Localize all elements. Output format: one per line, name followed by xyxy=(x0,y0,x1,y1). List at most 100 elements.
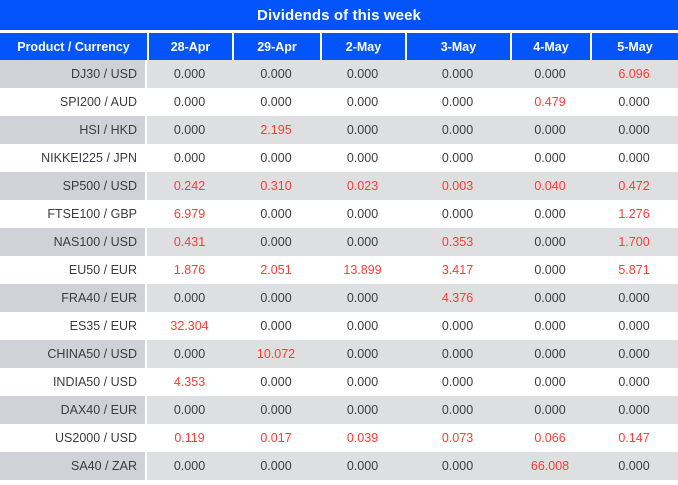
column-header-date: 4-May xyxy=(510,33,590,60)
table-row: FTSE100 / GBP 6.979 0.000 0.000 0.000 0.000 1.… xyxy=(0,200,678,228)
value-cell: 0.000 xyxy=(405,144,510,172)
table-row: SP500 / USD 0.242 0.310 0.023 0.003 0.040 0.47… xyxy=(0,172,678,200)
column-header-date: 2-May xyxy=(320,33,405,60)
value-cell: 0.000 xyxy=(590,116,678,144)
value-cell: 4.376 xyxy=(405,284,510,312)
value-cell: 0.000 xyxy=(320,228,405,256)
value-cell: 0.000 xyxy=(510,368,590,396)
value-cell: 0.000 xyxy=(147,116,232,144)
value-cell: 0.039 xyxy=(320,424,405,452)
value-cell: 2.051 xyxy=(232,256,320,284)
value-cell: 0.000 xyxy=(232,144,320,172)
table-row: US2000 / USD 0.119 0.017 0.039 0.073 0.066 0.1… xyxy=(0,424,678,452)
value-cell: 0.000 xyxy=(147,144,232,172)
table-row: NIKKEI225 / JPN 0.000 0.000 0.000 0.000 0.000… xyxy=(0,144,678,172)
value-cell: 0.000 xyxy=(510,228,590,256)
value-cell: 0.000 xyxy=(590,312,678,340)
value-cell: 0.000 xyxy=(320,116,405,144)
product-cell: FRA40 / EUR xyxy=(0,284,147,312)
value-cell: 0.000 xyxy=(320,396,405,424)
value-cell: 0.242 xyxy=(147,172,232,200)
value-cell: 0.000 xyxy=(405,116,510,144)
value-cell: 0.000 xyxy=(232,368,320,396)
value-cell: 0.000 xyxy=(405,88,510,116)
value-cell: 0.000 xyxy=(320,368,405,396)
value-cell: 5.871 xyxy=(590,256,678,284)
product-cell: SA40 / ZAR xyxy=(0,452,147,480)
value-cell: 0.000 xyxy=(320,312,405,340)
value-cell: 0.000 xyxy=(510,144,590,172)
value-cell: 2.195 xyxy=(232,116,320,144)
table-row: SA40 / ZAR 0.000 0.000 0.000 0.000 66.008 0.00… xyxy=(0,452,678,480)
value-cell: 0.023 xyxy=(320,172,405,200)
value-cell: 0.000 xyxy=(510,284,590,312)
value-cell: 1.276 xyxy=(590,200,678,228)
table-row: NAS100 / USD 0.431 0.000 0.000 0.353 0.000 1.7… xyxy=(0,228,678,256)
product-cell: HSI / HKD xyxy=(0,116,147,144)
table-row: EU50 / EUR 1.876 2.051 13.899 3.417 0.000 5.87… xyxy=(0,256,678,284)
value-cell: 0.000 xyxy=(405,452,510,480)
value-cell: 0.000 xyxy=(320,340,405,368)
table-row: SPI200 / AUD 0.000 0.000 0.000 0.000 0.479 0.0… xyxy=(0,88,678,116)
value-cell: 0.000 xyxy=(590,144,678,172)
column-header-date: 3-May xyxy=(405,33,510,60)
value-cell: 0.000 xyxy=(510,396,590,424)
product-cell: DJ30 / USD xyxy=(0,60,147,88)
value-cell: 0.040 xyxy=(510,172,590,200)
value-cell: 0.000 xyxy=(320,88,405,116)
value-cell: 6.096 xyxy=(590,60,678,88)
value-cell: 0.000 xyxy=(590,368,678,396)
title-bar: Dividends of this week xyxy=(0,0,678,30)
value-cell: 0.000 xyxy=(510,116,590,144)
value-cell: 0.000 xyxy=(232,312,320,340)
product-cell: EU50 / EUR xyxy=(0,256,147,284)
product-cell: US2000 / USD xyxy=(0,424,147,452)
value-cell: 0.000 xyxy=(405,368,510,396)
value-cell: 0.147 xyxy=(590,424,678,452)
product-cell: CHINA50 / USD xyxy=(0,340,147,368)
table-row: CHINA50 / USD 0.000 10.072 0.000 0.000 0.000 0… xyxy=(0,340,678,368)
value-cell: 0.000 xyxy=(147,396,232,424)
value-cell: 10.072 xyxy=(232,340,320,368)
value-cell: 0.000 xyxy=(320,144,405,172)
value-cell: 0.000 xyxy=(405,312,510,340)
value-cell: 0.000 xyxy=(320,284,405,312)
value-cell: 0.000 xyxy=(590,340,678,368)
value-cell: 0.000 xyxy=(510,200,590,228)
widget-title: Dividends of this week xyxy=(257,6,421,24)
value-cell: 0.017 xyxy=(232,424,320,452)
value-cell: 0.000 xyxy=(320,200,405,228)
value-cell: 0.000 xyxy=(405,60,510,88)
value-cell: 0.000 xyxy=(510,312,590,340)
product-cell: FTSE100 / GBP xyxy=(0,200,147,228)
value-cell: 0.431 xyxy=(147,228,232,256)
value-cell: 0.000 xyxy=(405,396,510,424)
value-cell: 0.353 xyxy=(405,228,510,256)
value-cell: 0.066 xyxy=(510,424,590,452)
value-cell: 0.000 xyxy=(232,200,320,228)
product-cell: NIKKEI225 / JPN xyxy=(0,144,147,172)
product-cell: SPI200 / AUD xyxy=(0,88,147,116)
dividends-table: Product / Currency 28-Apr 29-Apr 2-May 3-May… xyxy=(0,33,678,480)
value-cell: 0.000 xyxy=(405,200,510,228)
value-cell: 4.353 xyxy=(147,368,232,396)
column-header-product: Product / Currency xyxy=(0,33,147,60)
table-row: FRA40 / EUR 0.000 0.000 0.000 4.376 0.000 0.00… xyxy=(0,284,678,312)
value-cell: 0.073 xyxy=(405,424,510,452)
value-cell: 0.000 xyxy=(147,284,232,312)
value-cell: 0.000 xyxy=(232,88,320,116)
value-cell: 0.000 xyxy=(590,396,678,424)
value-cell: 0.003 xyxy=(405,172,510,200)
value-cell: 0.479 xyxy=(510,88,590,116)
value-cell: 0.000 xyxy=(405,340,510,368)
value-cell: 0.472 xyxy=(590,172,678,200)
value-cell: 0.000 xyxy=(510,256,590,284)
value-cell: 6.979 xyxy=(147,200,232,228)
table-body: DJ30 / USD 0.000 0.000 0.000 0.000 0.000 6.096… xyxy=(0,60,678,480)
value-cell: 0.310 xyxy=(232,172,320,200)
value-cell: 0.000 xyxy=(232,396,320,424)
value-cell: 0.000 xyxy=(232,60,320,88)
value-cell: 66.008 xyxy=(510,452,590,480)
value-cell: 0.000 xyxy=(320,452,405,480)
